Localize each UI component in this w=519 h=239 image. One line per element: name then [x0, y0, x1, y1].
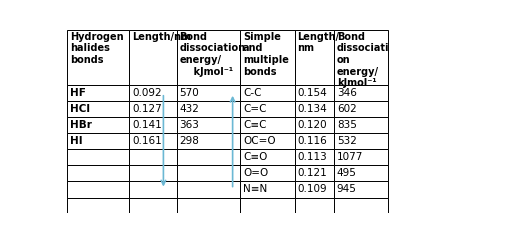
Text: Length/
nm: Length/ nm [297, 32, 339, 53]
Bar [176, 85, 240, 101]
Text: C≡O: C≡O [243, 152, 267, 162]
Bar [176, 117, 240, 133]
Text: 0.120: 0.120 [297, 120, 327, 130]
Bar [129, 133, 176, 149]
Bar [129, 181, 176, 197]
Text: 945: 945 [337, 185, 357, 195]
Bar [295, 101, 334, 117]
Text: 570: 570 [180, 88, 199, 98]
Text: 0.134: 0.134 [297, 104, 327, 114]
Bar [240, 85, 295, 101]
Text: 0.161: 0.161 [132, 136, 162, 146]
Bar [334, 30, 388, 85]
Bar [240, 101, 295, 117]
Text: C≡C: C≡C [243, 120, 267, 130]
Bar [240, 133, 295, 149]
Text: Hydrogen
halides
bonds: Hydrogen halides bonds [70, 32, 124, 65]
Bar [240, 165, 295, 181]
Text: 0.141: 0.141 [132, 120, 162, 130]
Text: 298: 298 [180, 136, 199, 146]
Bar [334, 85, 388, 101]
Bar [129, 197, 176, 214]
Text: Bond
dissociati
on
energy/
kJmol⁻¹: Bond dissociati on energy/ kJmol⁻¹ [337, 32, 389, 88]
Bar [240, 181, 295, 197]
Bar [334, 197, 388, 214]
Bar [67, 85, 129, 101]
Text: 363: 363 [180, 120, 199, 130]
Bar [67, 117, 129, 133]
Bar [176, 101, 240, 117]
Bar [129, 101, 176, 117]
Bar [176, 133, 240, 149]
Text: 1077: 1077 [337, 152, 363, 162]
Text: 0.092: 0.092 [132, 88, 162, 98]
Bar [67, 133, 129, 149]
Text: HCl: HCl [70, 104, 90, 114]
Bar [334, 181, 388, 197]
Bar [129, 149, 176, 165]
Text: HI: HI [70, 136, 83, 146]
Text: OC=O: OC=O [243, 136, 276, 146]
Text: 835: 835 [337, 120, 357, 130]
Bar [67, 181, 129, 197]
Bar [67, 165, 129, 181]
Bar [176, 197, 240, 214]
Text: 432: 432 [180, 104, 199, 114]
Bar [334, 165, 388, 181]
Bar [295, 165, 334, 181]
Bar [129, 30, 176, 85]
Bar [240, 197, 295, 214]
Text: Simple
and
multiple
bonds: Simple and multiple bonds [243, 32, 289, 77]
Bar [334, 117, 388, 133]
Text: HF: HF [70, 88, 86, 98]
Text: Length/nm: Length/nm [132, 32, 191, 42]
Bar [129, 85, 176, 101]
Text: 346: 346 [337, 88, 357, 98]
Bar [240, 117, 295, 133]
Bar [295, 85, 334, 101]
Text: 0.121: 0.121 [297, 168, 327, 178]
Bar [295, 181, 334, 197]
Bar [334, 101, 388, 117]
Text: 0.154: 0.154 [297, 88, 327, 98]
Bar [176, 181, 240, 197]
Text: 0.127: 0.127 [132, 104, 162, 114]
Bar [176, 165, 240, 181]
Bar [176, 30, 240, 85]
Text: O=O: O=O [243, 168, 268, 178]
Bar [176, 149, 240, 165]
Bar [295, 197, 334, 214]
Bar [295, 133, 334, 149]
Text: C-C: C-C [243, 88, 262, 98]
Text: Bond
dissociation
energy/
    kJmol⁻¹: Bond dissociation energy/ kJmol⁻¹ [180, 32, 245, 77]
Text: N≡N: N≡N [243, 185, 267, 195]
Bar [334, 133, 388, 149]
Bar [240, 149, 295, 165]
Bar [240, 30, 295, 85]
Text: C=C: C=C [243, 104, 267, 114]
Bar [67, 197, 129, 214]
Bar [67, 101, 129, 117]
Bar [334, 149, 388, 165]
Text: HBr: HBr [70, 120, 91, 130]
Text: 0.109: 0.109 [297, 185, 327, 195]
Text: 495: 495 [337, 168, 357, 178]
Bar [129, 117, 176, 133]
Bar [295, 30, 334, 85]
Bar [67, 30, 129, 85]
Bar [295, 117, 334, 133]
Text: 0.116: 0.116 [297, 136, 327, 146]
Bar [67, 149, 129, 165]
Text: 532: 532 [337, 136, 357, 146]
Bar [295, 149, 334, 165]
Text: 602: 602 [337, 104, 357, 114]
Text: 0.113: 0.113 [297, 152, 327, 162]
Bar [129, 165, 176, 181]
